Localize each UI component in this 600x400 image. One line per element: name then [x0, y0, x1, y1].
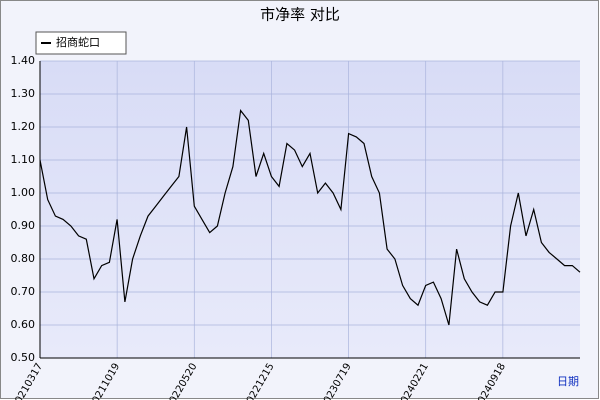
y-tick-label: 1.40 — [11, 54, 36, 67]
y-tick-label: 1.00 — [11, 186, 36, 199]
x-axis-label: 日期 — [557, 375, 579, 388]
series-line — [39, 109, 581, 326]
y-tick-label: 1.30 — [11, 87, 36, 100]
y-tick-label: 0.90 — [11, 219, 36, 232]
y-tick-label: 0.70 — [11, 285, 36, 298]
y-tick-label: 0.80 — [11, 252, 36, 265]
y-tick-label: 1.10 — [11, 153, 36, 166]
y-tick-label: 1.20 — [11, 120, 36, 133]
plot-area — [40, 61, 580, 358]
legend-label: 招商蛇口 — [56, 35, 100, 49]
chart-title: 市净率 对比 — [260, 6, 340, 24]
y-tick-label: 0.60 — [11, 318, 36, 331]
y-tick-label: 0.50 — [11, 351, 36, 364]
legend — [35, 31, 127, 55]
